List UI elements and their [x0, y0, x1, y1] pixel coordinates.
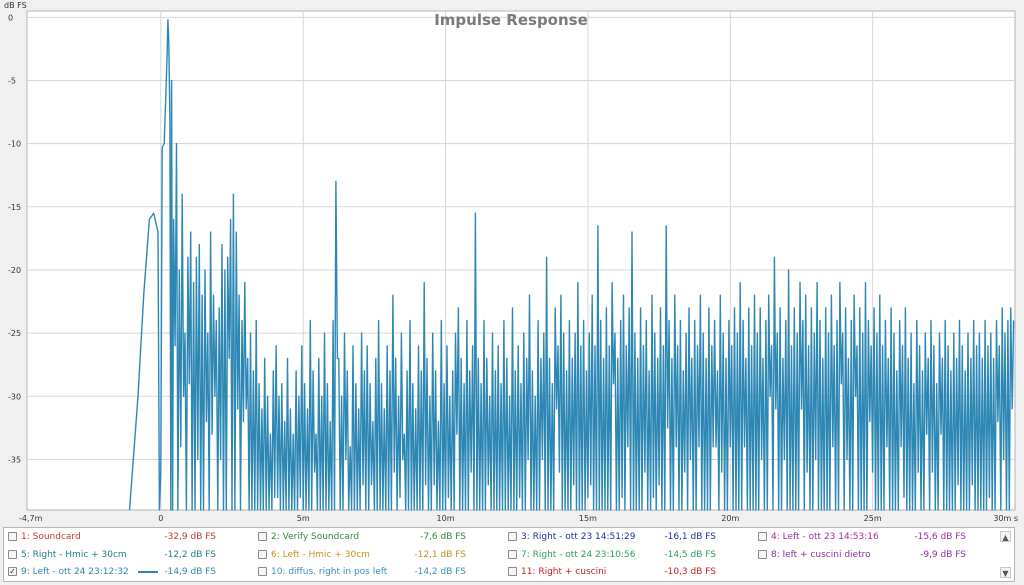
series-line-impulse-response: [128, 19, 1015, 511]
y-axis-unit-label: dB FS: [4, 1, 27, 10]
x-tick-label: 0: [158, 514, 163, 523]
legend-label: 11: Right + cuscini: [521, 567, 607, 577]
legend-checkbox[interactable]: [508, 567, 517, 576]
legend-label: 1: Soundcard: [21, 532, 81, 542]
legend-item[interactable]: 7: Right - ott 24 23:10:56 -14,5 dB FS: [508, 548, 753, 562]
legend-label: 8: left + cuscini dietro: [771, 550, 871, 560]
measurements-legend: 1: Soundcard -32,9 dB FS 2: Verify Soundca…: [3, 527, 1015, 582]
y-tick-label: -35: [8, 455, 21, 464]
y-tick-label: -5: [8, 76, 16, 85]
x-tick-label: 30m s: [993, 514, 1018, 523]
scroll-down-icon[interactable]: ▼: [1000, 567, 1011, 578]
legend-item[interactable]: 4: Left - ott 23 14:53:16 -15,6 dB FS: [758, 530, 1003, 544]
legend-level: -10,3 dB FS: [664, 567, 716, 577]
y-tick-label: -10: [8, 140, 21, 149]
y-tick-label: -30: [8, 392, 21, 401]
x-axis-ticks: -4,7m 0 5m 10m 15m 20m 25m 30m s: [19, 514, 1018, 523]
legend-checkbox[interactable]: [258, 532, 267, 541]
legend-checkbox[interactable]: [8, 550, 17, 559]
y-axis-ticks: 0 -5 -10 -15 -20 -25 -30 -35: [8, 13, 21, 464]
legend-checkbox[interactable]: [758, 532, 767, 541]
y-tick-label: 0: [8, 13, 13, 22]
legend-item[interactable]: 2: Verify Soundcard -7,6 dB FS: [258, 530, 503, 544]
scroll-up-icon[interactable]: ▲: [1000, 531, 1011, 542]
legend-checkbox[interactable]: [258, 567, 267, 576]
legend-checkbox[interactable]: [8, 532, 17, 541]
legend-checkbox[interactable]: [258, 550, 267, 559]
chart-title: Impulse Response: [434, 11, 588, 29]
y-tick-label: -25: [8, 329, 21, 338]
legend-item[interactable]: 10: diffus. right in pos left -14,2 dB FS: [258, 565, 503, 579]
legend-level: -15,6 dB FS: [914, 532, 966, 542]
y-tick-label: -15: [8, 203, 21, 212]
legend-label: 5: Right - Hmic + 30cm: [21, 550, 127, 560]
legend-level: -9,9 dB FS: [920, 550, 966, 560]
legend-checkbox[interactable]: ✓: [8, 567, 17, 576]
legend-item[interactable]: 5: Right - Hmic + 30cm -12,2 dB FS: [8, 548, 253, 562]
legend-label: 9: Left - ott 24 23:12:32: [21, 567, 129, 577]
legend-level: -32,9 dB FS: [164, 532, 216, 542]
x-tick-label: 5m: [297, 514, 310, 523]
legend-label: 2: Verify Soundcard: [271, 532, 360, 542]
impulse-response-chart[interactable]: -4,7m 0 5m 10m 15m 20m 25m 30m s 0 -5 -10 -15 -20 -2…: [0, 0, 1024, 527]
legend-checkbox[interactable]: [508, 550, 517, 559]
legend-line-swatch: [138, 571, 158, 573]
x-tick-label: 10m: [437, 514, 455, 523]
legend-level: -14,5 dB FS: [664, 550, 716, 560]
legend-label: 4: Left - ott 23 14:53:16: [771, 532, 879, 542]
legend-item[interactable]: 8: left + cuscini dietro -9,9 dB FS: [758, 548, 1003, 562]
legend-checkbox[interactable]: [758, 550, 767, 559]
legend-level: -12,1 dB FS: [414, 550, 466, 560]
legend-label: 6: Left - Hmic + 30cm: [271, 550, 370, 560]
legend-item[interactable]: ✓ 9: Left - ott 24 23:12:32 -14,9 dB FS: [8, 565, 253, 579]
legend-item[interactable]: 6: Left - Hmic + 30cm -12,1 dB FS: [258, 548, 503, 562]
legend-label: 7: Right - ott 24 23:10:56: [521, 550, 636, 560]
legend-level: -7,6 dB FS: [420, 532, 466, 542]
legend-item[interactable]: 11: Right + cuscini -10,3 dB FS: [508, 565, 753, 579]
x-tick-label: 25m: [864, 514, 882, 523]
legend-item[interactable]: 1: Soundcard -32,9 dB FS: [8, 530, 253, 544]
legend-label: 10: diffus. right in pos left: [271, 567, 388, 577]
x-tick-label: 15m: [579, 514, 597, 523]
x-tick-label: -4,7m: [19, 514, 43, 523]
legend-label: 3: Right - ott 23 14:51:29: [521, 532, 636, 542]
legend-checkbox[interactable]: [508, 532, 517, 541]
legend-level: -14,9 dB FS: [164, 567, 216, 577]
x-tick-label: 20m: [721, 514, 739, 523]
y-tick-label: -20: [8, 266, 21, 275]
legend-level: -12,2 dB FS: [164, 550, 216, 560]
legend-level: -14,2 dB FS: [414, 567, 466, 577]
legend-level: -16,1 dB FS: [664, 532, 716, 542]
legend-item[interactable]: 3: Right - ott 23 14:51:29 -16,1 dB FS: [508, 530, 753, 544]
